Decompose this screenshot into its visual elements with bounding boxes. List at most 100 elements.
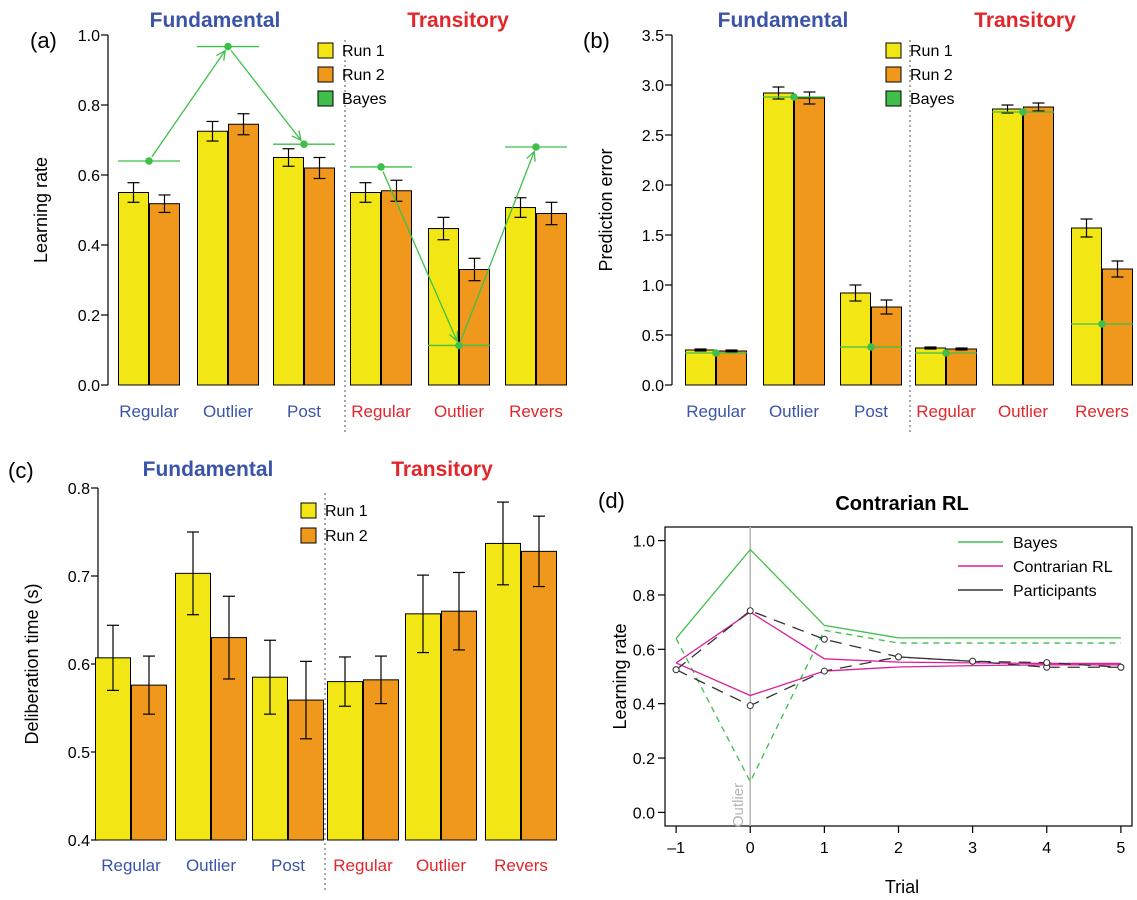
panel-b-category-label: Regular <box>916 402 976 421</box>
panel-c-bar-run2 <box>211 637 247 841</box>
group-label-transitory-b: Transitory <box>974 9 1076 32</box>
panel-d-participant-point <box>746 607 754 615</box>
panel-b-category-label: Regular <box>686 402 746 421</box>
panel-d-participant-point <box>1117 663 1125 671</box>
panel-d-participant-point <box>895 653 902 661</box>
panel-a-bar-run2 <box>304 167 335 386</box>
panel-d-x-tick-label: 5 <box>1116 840 1125 857</box>
panel-d-x-tick-label: –1 <box>667 840 685 857</box>
panel-d-participant-point <box>969 657 977 665</box>
panel-d-participant-point <box>820 667 828 675</box>
panel-a-bayes-point <box>300 140 308 148</box>
panel-d-y-tick-label: 1.0 <box>633 534 655 551</box>
panel-d-outlier-annotation: Outlier <box>730 783 747 827</box>
panel-a-category-label: Regular <box>119 402 179 421</box>
panel-d-y-tick-label: 0.2 <box>633 751 655 768</box>
panel-a-legend-swatch <box>317 90 334 107</box>
panel-a-bar-run1 <box>118 192 149 386</box>
panel-a-plot: 0.0 0.2 0.4 0.6 0.8 1.0 Learning rate Regular Ou… <box>31 28 567 435</box>
panel-b-legend-label: Run 2 <box>910 67 953 84</box>
panel-d-series-bayes <box>675 629 1121 784</box>
panel-b-bar-run1 <box>840 292 871 386</box>
panel-b-bayes-point <box>942 349 950 357</box>
panel-c-bar-run1 <box>485 542 521 841</box>
panel-a-bayes-point <box>455 341 463 350</box>
panel-b-bar-run1 <box>915 347 946 386</box>
panel-b-bar-run1 <box>1071 227 1102 386</box>
group-label-transitory-a: Transitory <box>407 9 509 32</box>
panel-a-y-tick-label: 0.2 <box>78 308 100 325</box>
panel-a-bayes-point <box>377 163 385 171</box>
panel-a-bar-run1 <box>197 130 228 386</box>
panel-a-bayes-point <box>145 157 153 165</box>
panel-d-x-tick-label: 3 <box>968 840 977 857</box>
panel-a-category-label: Revers <box>509 402 563 421</box>
panel-d-y-tick-label: 0.8 <box>633 588 655 605</box>
group-label-fundamental-a: Fundamental <box>150 9 281 32</box>
panel-d-x-tick-label: 0 <box>746 840 755 857</box>
panel-a-bar-run1 <box>505 207 536 386</box>
panel-d-y-tick-label: 0.6 <box>633 642 655 659</box>
panel-b-legend-swatch <box>885 66 902 83</box>
panel-a-bar-run1 <box>350 192 381 386</box>
panel-b-y-tick-label: 1.0 <box>642 278 664 295</box>
panel-c-legend-label: Run 2 <box>325 528 368 545</box>
panel-b-bar-run2 <box>946 348 977 386</box>
panel-b-category-label: Outlier <box>769 402 819 421</box>
panel-d-y-tick-label: 0.0 <box>633 805 655 822</box>
panel-a-bayes-arrowhead <box>526 150 536 162</box>
panel-a-bayes-point <box>532 143 540 151</box>
panel-a-y-tick-label: 0.6 <box>78 168 100 185</box>
panel-d-x-tick-label: 1 <box>820 840 829 857</box>
group-label-fundamental-c: Fundamental <box>143 458 274 481</box>
panel-d-series-participants <box>675 609 1121 671</box>
panel-b-legend-label: Bayes <box>910 91 954 108</box>
group-label-fundamental-b: Fundamental <box>718 9 849 32</box>
panel-b-y-tick-label: 2.5 <box>642 128 664 145</box>
panel-c-bar-run1 <box>175 572 211 841</box>
panel-a-legend-label: Run 2 <box>342 67 385 84</box>
panel-b-y-tick-label: 1.5 <box>642 228 664 245</box>
panel-b-bar-run2 <box>716 350 747 386</box>
panel-a-bayes-arrowhead <box>448 330 459 343</box>
panel-b-bar-run1 <box>685 349 716 386</box>
panel-d-participant-point <box>746 702 754 710</box>
panel-a-bar-run1 <box>428 228 459 386</box>
panel-d-legend-label: Bayes <box>1013 535 1057 552</box>
panel-a-legend-label: Bayes <box>342 91 386 108</box>
panel-b-y-axis-label: Prediction error <box>596 148 616 271</box>
panel-a-bar-run1 <box>273 157 304 386</box>
panel-a-category-label: Post <box>287 402 321 421</box>
panel-label-c: (c) <box>8 458 34 483</box>
panel-label-a: (a) <box>30 28 57 53</box>
panel-b-y-tick-label: 3.5 <box>642 28 664 45</box>
panel-d-y-axis-label: Learning rate <box>610 623 630 729</box>
panel-b-bayes-point <box>712 349 720 357</box>
panel-c-category-label: Revers <box>494 856 548 875</box>
panel-b-category-label: Revers <box>1075 402 1129 421</box>
panel-b-bar-run2 <box>794 97 825 386</box>
panel-a-bayes-arrow <box>382 171 458 342</box>
panel-c-category-label: Outlier <box>416 856 466 875</box>
panel-a-legend-swatch <box>317 42 334 59</box>
panel-d-participant-point <box>820 635 828 643</box>
panel-a-bar-run2 <box>536 213 567 386</box>
panel-c-y-tick-label: 0.4 <box>68 833 90 850</box>
panel-a-bayes-arrow <box>460 151 535 342</box>
panel-d-series-bayes <box>675 548 1121 639</box>
panel-b-bayes-point <box>1019 108 1027 116</box>
panel-b-y-tick-label: 3.0 <box>642 78 664 95</box>
panel-a-bayes-arrow <box>230 50 302 141</box>
panel-c-category-label: Outlier <box>186 856 236 875</box>
panel-d-xlabel: Trial <box>885 877 919 897</box>
panel-b-legend-swatch <box>885 42 902 59</box>
panel-d-title: Contrarian RL <box>835 493 968 515</box>
panel-b-bayes-point <box>867 343 875 351</box>
panel-a-bar-run2 <box>149 203 180 386</box>
panel-d-y-tick-label: 0.4 <box>633 697 655 714</box>
panel-a-bayes-arrowhead <box>216 49 226 61</box>
panel-b-bayes-point <box>790 93 798 101</box>
panel-a-y-tick-label: 0.4 <box>78 238 100 255</box>
panel-c-plot: 0.4 0.5 0.6 0.7 0.8 Deliberation time (s) Regu… <box>22 481 557 890</box>
